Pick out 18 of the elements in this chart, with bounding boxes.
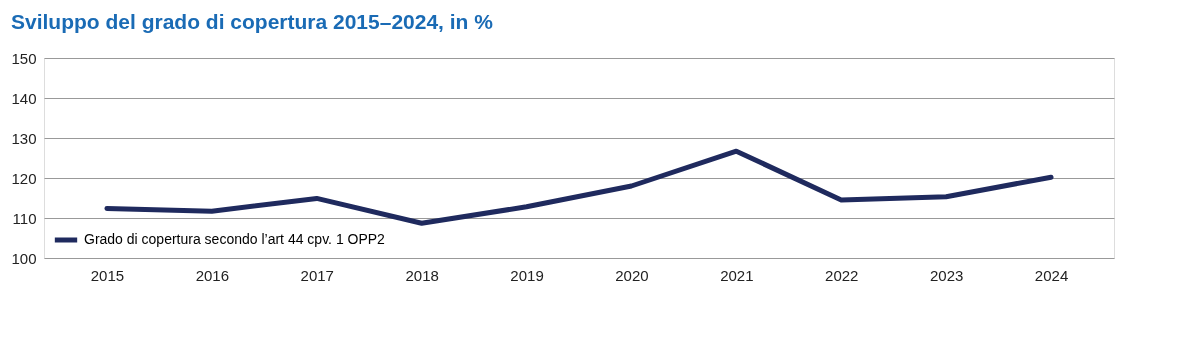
x-tick-label: 2020 [615, 266, 649, 284]
y-tick-label: 130 [11, 129, 37, 147]
y-tick-label: 120 [11, 169, 37, 187]
x-tick-label: 2022 [825, 266, 859, 284]
x-tick-label: 2017 [300, 266, 334, 284]
y-tick-label: 100 [11, 249, 37, 267]
x-tick-label: 2018 [405, 266, 439, 284]
y-tick-label: 110 [12, 209, 37, 227]
y-tick-label: 150 [11, 49, 37, 67]
x-tick-label: 2023 [929, 266, 964, 284]
y-tick-label: 140 [11, 89, 37, 107]
chart-title: Sviluppo del grado di copertura 2015–2024, in % [10, 10, 494, 33]
x-tick-label: 2024 [1034, 266, 1069, 284]
legend-label: Grado di copertura secondo l’art 44 cpv. 1 OPP2 [84, 231, 386, 247]
x-tick-label: 2019 [510, 266, 544, 284]
x-tick-label: 2015 [90, 266, 125, 284]
x-tick-label: 2016 [195, 266, 230, 284]
x-tick-label: 2021 [720, 266, 754, 284]
